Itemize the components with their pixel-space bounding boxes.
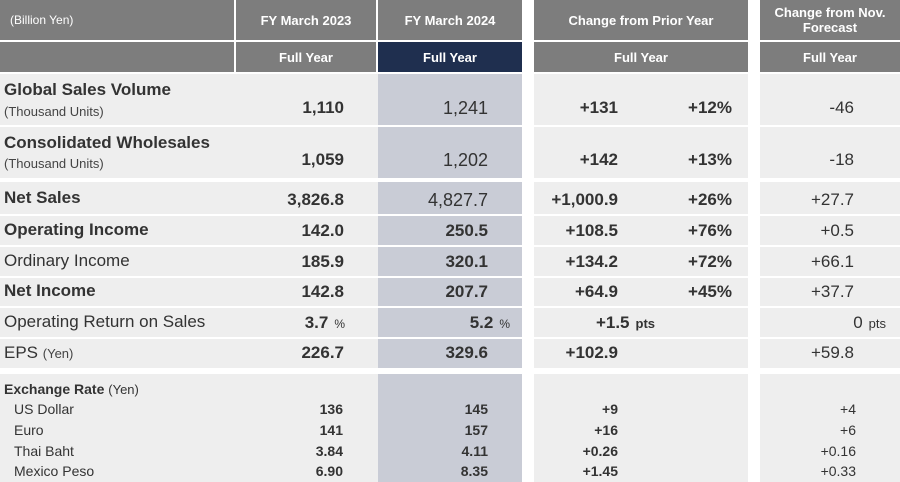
global-sales-chg-pct: +12% bbox=[688, 98, 732, 117]
consolidated-wholesales-fy2024: 1,202 bbox=[442, 150, 488, 170]
net-sales-fy2024: 4,827.7 bbox=[427, 190, 488, 210]
ordinary-income-nov: +66.1 bbox=[810, 252, 854, 271]
fx-usd-fy2024: 145 bbox=[464, 401, 488, 417]
fx-eur-fy2024: 157 bbox=[464, 422, 488, 438]
fx-mxn-nov: +0.33 bbox=[820, 463, 856, 479]
eps-label: EPS (Yen) bbox=[4, 343, 74, 362]
fx-eur-chg: +16 bbox=[594, 422, 618, 438]
change-nov-full-year: Full Year bbox=[760, 42, 900, 72]
fx-usd-label: US Dollar bbox=[14, 401, 74, 417]
net-sales-chg-pct: +26% bbox=[688, 190, 732, 209]
fx-thb-fy2024: 4.11 bbox=[461, 443, 488, 459]
operating-income-nov: +0.5 bbox=[820, 221, 854, 240]
net-sales-nov: +27.7 bbox=[810, 190, 854, 209]
fy2024-header: FY March 2024 bbox=[378, 0, 522, 40]
blank-subheader bbox=[0, 42, 234, 72]
ros-nov-unit: pts bbox=[868, 316, 886, 331]
global-sales-label: Global Sales Volume bbox=[4, 80, 171, 99]
row-divider bbox=[0, 214, 900, 216]
change-prior-full-year: Full Year bbox=[534, 42, 748, 72]
global-sales-fy2023: 1,110 bbox=[302, 98, 344, 117]
ordinary-income-fy2024: 320.1 bbox=[445, 252, 488, 271]
fx-highlight-col bbox=[378, 374, 522, 482]
eps-chg: +102.9 bbox=[565, 343, 618, 362]
fx-usd-fy2023: 136 bbox=[319, 401, 343, 417]
fy2023-full-year: Full Year bbox=[236, 42, 376, 72]
change-prior-header: Change from Prior Year bbox=[534, 0, 748, 40]
fx-mxn-label: Mexico Peso bbox=[14, 463, 95, 479]
global-sales-chg: +131 bbox=[579, 98, 618, 117]
fx-eur-nov: +6 bbox=[840, 422, 856, 438]
fx-eur-fy2023: 141 bbox=[319, 422, 343, 438]
fx-thb-nov: +0.16 bbox=[820, 443, 856, 459]
net-income-fy2023: 142.8 bbox=[301, 282, 344, 301]
net-income-label: Net Income bbox=[4, 281, 96, 300]
fx-usd-nov: +4 bbox=[840, 401, 856, 417]
global-sales-unit: (Thousand Units) bbox=[4, 104, 104, 119]
fx-mxn-fy2023: 6.90 bbox=[315, 463, 343, 479]
operating-income-fy2023: 142.0 bbox=[301, 221, 344, 240]
ros-chg: +1.5 pts bbox=[595, 313, 656, 332]
change-nov-header: Change from Nov. Forecast bbox=[760, 0, 900, 40]
ros-label: Operating Return on Sales bbox=[4, 312, 206, 331]
net-income-chg-pct: +45% bbox=[688, 282, 732, 301]
net-sales-label: Net Sales bbox=[4, 188, 81, 207]
operating-income-chg-pct: +76% bbox=[688, 221, 732, 240]
global-sales-nov: -46 bbox=[829, 98, 854, 117]
fx-mxn-fy2024: 8.35 bbox=[460, 463, 488, 479]
ordinary-income-label: Ordinary Income bbox=[4, 251, 130, 270]
eps-fy2024: 329.6 bbox=[445, 343, 488, 362]
fx-title: Exchange Rate (Yen) bbox=[4, 381, 139, 397]
ordinary-income-fy2023: 185.9 bbox=[301, 252, 344, 271]
ros-fy2024: 5.2% bbox=[469, 313, 510, 332]
net-income-chg: +64.9 bbox=[574, 282, 618, 301]
fx-nov-bg bbox=[760, 374, 900, 482]
row-divider bbox=[0, 276, 900, 278]
row-divider bbox=[0, 337, 900, 339]
ros-fy2023: 3.7% bbox=[304, 313, 345, 332]
ordinary-income-chg-pct: +72% bbox=[688, 252, 732, 271]
eps-fy2023: 226.7 bbox=[301, 343, 344, 362]
ordinary-income-chg: +134.2 bbox=[565, 252, 618, 271]
net-sales-fy2023: 3,826.8 bbox=[287, 190, 344, 209]
fy2023-header: FY March 2023 bbox=[236, 0, 376, 40]
consolidated-wholesales-unit: (Thousand Units) bbox=[4, 156, 104, 171]
operating-income-chg: +108.5 bbox=[565, 221, 618, 240]
fx-eur-label: Euro bbox=[14, 422, 44, 438]
consolidated-wholesales-chg: +142 bbox=[579, 150, 618, 169]
net-sales-chg: +1,000.9 bbox=[551, 190, 618, 209]
fx-mxn-chg: +1.45 bbox=[582, 463, 618, 479]
global-sales-fy2024: 1,241 bbox=[442, 98, 488, 118]
consolidated-wholesales-chg-pct: +13% bbox=[688, 150, 732, 169]
eps-unit: (Yen) bbox=[42, 346, 74, 361]
row-divider bbox=[0, 125, 900, 127]
net-income-nov: +37.7 bbox=[810, 282, 854, 301]
ros-nov: 0 pts bbox=[853, 313, 886, 332]
consolidated-wholesales-nov: -18 bbox=[829, 150, 854, 169]
operating-income-label: Operating Income bbox=[4, 220, 149, 239]
unit-header: (Billion Yen) bbox=[0, 0, 234, 40]
fx-thb-label: Thai Baht bbox=[14, 443, 74, 459]
eps-nov: +59.8 bbox=[810, 343, 854, 362]
ros-fy2024-unit: % bbox=[499, 317, 510, 331]
operating-income-fy2024: 250.5 bbox=[445, 221, 488, 240]
net-income-fy2024: 207.7 bbox=[445, 282, 488, 301]
ros-fy2023-unit: % bbox=[334, 317, 345, 331]
consolidated-wholesales-fy2023: 1,059 bbox=[301, 150, 344, 169]
fx-unit: (Yen) bbox=[108, 382, 139, 397]
row-divider bbox=[0, 245, 900, 247]
fx-thb-fy2023: 3.84 bbox=[315, 443, 343, 459]
fy2024-full-year: Full Year bbox=[378, 42, 522, 72]
fx-usd-chg: +9 bbox=[602, 401, 618, 417]
ros-chg-unit: pts bbox=[635, 316, 656, 331]
consolidated-wholesales-label: Consolidated Wholesales bbox=[4, 133, 210, 152]
fx-thb-chg: +0.26 bbox=[582, 443, 618, 459]
fx-change-bg bbox=[534, 374, 748, 482]
row-divider bbox=[0, 306, 900, 308]
